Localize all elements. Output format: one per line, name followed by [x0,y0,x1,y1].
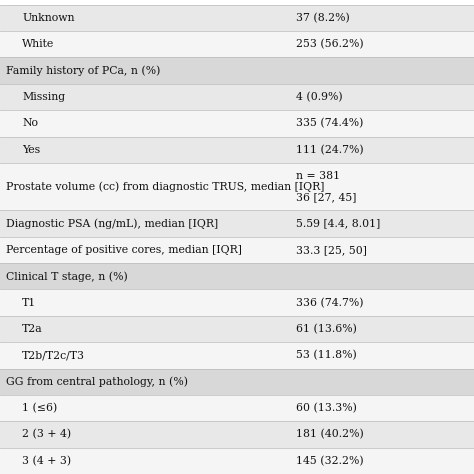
Bar [0,263,474,290]
Text: T2a: T2a [22,324,43,334]
Bar [0,421,474,447]
Bar [0,5,474,31]
Text: 1 (≤6): 1 (≤6) [22,403,57,413]
Text: 60 (13.3%): 60 (13.3%) [296,403,357,413]
Bar [0,342,474,369]
Text: 37 (8.2%): 37 (8.2%) [296,13,350,23]
Text: 2 (3 + 4): 2 (3 + 4) [22,429,72,439]
Text: 61 (13.6%): 61 (13.6%) [296,324,357,334]
Text: Prostate volume (cc) from diagnostic TRUS, median [IQR]: Prostate volume (cc) from diagnostic TRU… [6,182,324,192]
Bar [0,31,474,57]
Bar [0,57,474,84]
Text: 335 (74.4%): 335 (74.4%) [296,118,364,128]
Text: Missing: Missing [22,92,65,102]
Bar [0,369,474,395]
Text: Diagnostic PSA (ng/mL), median [IQR]: Diagnostic PSA (ng/mL), median [IQR] [6,218,218,229]
Bar [0,137,474,163]
Text: T1: T1 [22,298,36,308]
Bar [0,290,474,316]
Text: Percentage of positive cores, median [IQR]: Percentage of positive cores, median [IQ… [6,245,242,255]
Bar [0,447,474,474]
Bar [0,395,474,421]
Text: T2b/T2c/T3: T2b/T2c/T3 [22,350,85,360]
Text: 145 (32.2%): 145 (32.2%) [296,456,364,466]
Text: GG from central pathology, n (%): GG from central pathology, n (%) [6,376,188,387]
Text: White: White [22,39,55,49]
Text: 3 (4 + 3): 3 (4 + 3) [22,456,72,466]
Text: 36 [27, 45]: 36 [27, 45] [296,192,356,202]
Bar [0,237,474,263]
Text: Unknown: Unknown [22,13,75,23]
Text: 5.59 [4.4, 8.01]: 5.59 [4.4, 8.01] [296,219,381,228]
Text: Yes: Yes [22,145,40,155]
Text: n = 381: n = 381 [296,171,340,181]
Text: 111 (24.7%): 111 (24.7%) [296,145,364,155]
Bar [0,84,474,110]
Text: 253 (56.2%): 253 (56.2%) [296,39,364,49]
Text: 4 (0.9%): 4 (0.9%) [296,92,343,102]
Text: 33.3 [25, 50]: 33.3 [25, 50] [296,245,367,255]
Bar [0,316,474,342]
Bar [0,110,474,137]
Text: 53 (11.8%): 53 (11.8%) [296,350,357,361]
Bar [0,210,474,237]
Text: Family history of PCa, n (%): Family history of PCa, n (%) [6,65,160,76]
Text: 336 (74.7%): 336 (74.7%) [296,298,364,308]
Text: 181 (40.2%): 181 (40.2%) [296,429,364,439]
Bar [0,163,474,210]
Text: Clinical T stage, n (%): Clinical T stage, n (%) [6,271,128,282]
Text: No: No [22,118,38,128]
